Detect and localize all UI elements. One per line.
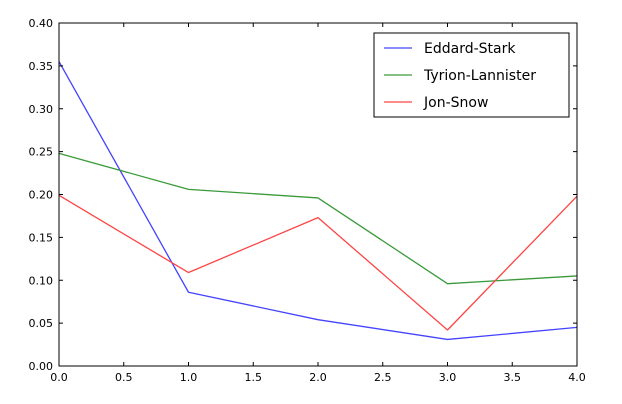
series-layer [58, 61, 578, 341]
x-tick-label: 0.5 [115, 371, 133, 384]
series-line-jon-snow [58, 194, 578, 331]
x-tick-label: 2.5 [374, 371, 392, 384]
y-tick-label: 0.10 [29, 274, 54, 287]
y-tick-label: 0.00 [29, 360, 54, 373]
x-tick-label: 3.0 [439, 371, 457, 384]
legend-label: Tyrion-Lannister [423, 68, 536, 84]
y-tick-label: 0.05 [29, 317, 54, 330]
axes-layer: 0.0 0.5 1.0 1.5 2.0 2.5 3.0 3.5 4.0 0.00 0.05 0.10 0… [29, 17, 586, 384]
y-tick-label: 0.15 [29, 231, 54, 244]
x-tick-label: 0.0 [50, 371, 68, 384]
series-line-eddard-stark [58, 61, 578, 341]
y-tick-label: 0.25 [29, 146, 54, 159]
x-tick-label: 1.0 [180, 371, 198, 384]
legend-label: Eddard-Stark [424, 41, 516, 57]
y-tick-label: 0.20 [29, 189, 54, 202]
y-tick-label: 0.30 [29, 103, 54, 116]
y-tick-label: 0.35 [29, 60, 54, 73]
x-tick-label: 3.5 [504, 371, 522, 384]
x-tick-label: 2.0 [309, 371, 327, 384]
legend-label: Jon-Snow [423, 95, 488, 111]
x-tick-label: 1.5 [245, 371, 263, 384]
x-tick-label: 4.0 [568, 371, 586, 384]
legend: Eddard-Stark Tyrion-Lannister Jon-Snow [373, 32, 570, 118]
series-line-tyrion-lannister [58, 152, 578, 285]
y-tick-label: 0.40 [29, 17, 54, 30]
